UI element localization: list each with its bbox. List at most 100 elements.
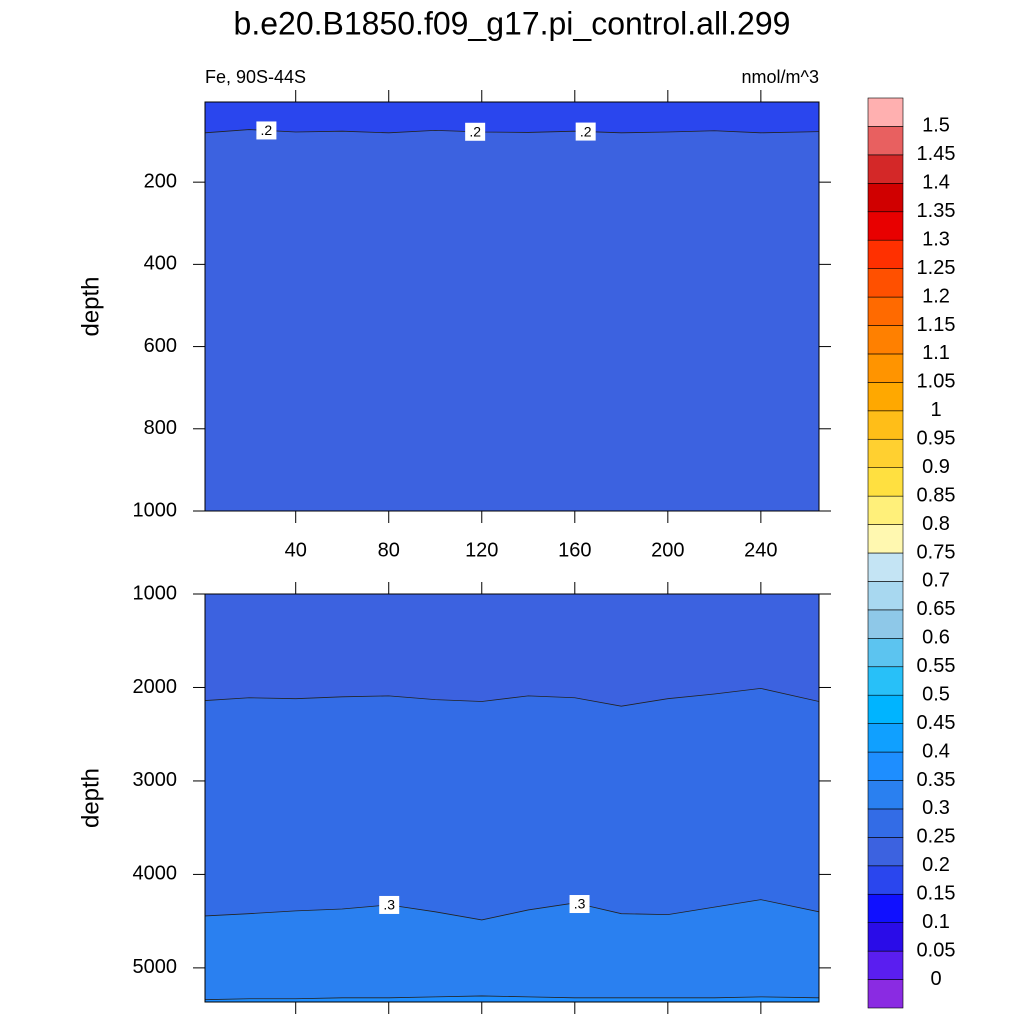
contour-label: .3 bbox=[383, 897, 395, 913]
y-tick-label: 1000 bbox=[133, 499, 178, 521]
colorbar-box bbox=[867, 268, 904, 298]
chart-title: b.e20.B1850.f09_g17.pi_control.all.299 bbox=[234, 5, 791, 41]
colorbar-label: 1.45 bbox=[917, 143, 956, 165]
y-tick-label: 3000 bbox=[133, 769, 178, 791]
x-tick-label: 200 bbox=[651, 539, 684, 561]
colorbar-label: 1 bbox=[930, 399, 941, 421]
colorbar-label: 0.6 bbox=[922, 627, 950, 649]
y-tick-label: 800 bbox=[144, 417, 177, 439]
colorbar-label: 0.65 bbox=[917, 598, 956, 620]
colorbar-label: 0.25 bbox=[917, 826, 956, 848]
y-tick-label: 600 bbox=[144, 335, 177, 357]
colorbar-label: 0.2 bbox=[922, 854, 950, 876]
contour-line bbox=[205, 688, 819, 707]
colorbar-label: 0.1 bbox=[922, 911, 950, 933]
contour-label-bg bbox=[569, 895, 590, 914]
colorbar-box bbox=[867, 154, 904, 184]
colorbar-box bbox=[867, 694, 904, 724]
colorbar-label: 0.5 bbox=[922, 683, 950, 705]
colorbar-box bbox=[867, 893, 904, 923]
colorbar-label: 0.3 bbox=[922, 797, 950, 819]
colorbar-box bbox=[867, 808, 904, 838]
colorbar-box bbox=[867, 780, 904, 810]
colorbar-box bbox=[867, 239, 904, 269]
colorbar-box bbox=[867, 837, 904, 867]
colorbar-box bbox=[867, 979, 904, 1009]
colorbar-label: 0.35 bbox=[917, 769, 956, 791]
subtitle-left: Fe, 90S-44S bbox=[205, 67, 306, 87]
colorbar-box bbox=[867, 183, 904, 213]
colorbar-label: 0.85 bbox=[917, 484, 956, 506]
contour-line bbox=[205, 995, 819, 1001]
plot-area: .2 .2 .2 bbox=[205, 102, 819, 511]
colorbar-label: 0.7 bbox=[922, 570, 950, 592]
colorbar-box bbox=[867, 638, 904, 668]
y-axis-title: depth bbox=[77, 768, 104, 828]
colorbar-label: 0.55 bbox=[917, 655, 956, 677]
contour-label: .2 bbox=[580, 123, 592, 139]
colorbar-box bbox=[867, 438, 904, 468]
colorbar-label: 1.35 bbox=[917, 200, 956, 222]
colorbar-box bbox=[867, 552, 904, 582]
colorbar-box bbox=[867, 353, 904, 383]
colorbar-label: 1.4 bbox=[922, 172, 950, 194]
colorbar-box bbox=[867, 211, 904, 241]
contour-label-bg bbox=[575, 122, 596, 141]
x-tick-label: 240 bbox=[744, 539, 777, 561]
colorbar-box bbox=[867, 922, 904, 952]
colorbar-box bbox=[867, 126, 904, 156]
contour-line bbox=[205, 899, 819, 921]
colorbar-box bbox=[867, 467, 904, 497]
colorbar-box bbox=[867, 751, 904, 781]
colorbar-box bbox=[867, 495, 904, 525]
colorbar-label: 0.15 bbox=[917, 883, 956, 905]
y-axis-title: depth bbox=[77, 276, 104, 336]
subtitle-right: nmol/m^3 bbox=[742, 67, 819, 87]
colorbar-label: 1.3 bbox=[922, 228, 950, 250]
colorbar-box bbox=[867, 410, 904, 440]
colorbar-label: 0.45 bbox=[917, 712, 956, 734]
contour-label-bg bbox=[465, 122, 486, 141]
colorbar-box bbox=[867, 296, 904, 326]
colorbar-box bbox=[867, 325, 904, 355]
colorbar-label: 0.95 bbox=[917, 428, 956, 450]
x-tick-label: 80 bbox=[378, 539, 400, 561]
y-tick-label: 400 bbox=[144, 253, 177, 275]
colorbar-label: 0.4 bbox=[922, 740, 950, 762]
y-tick-label: 5000 bbox=[133, 956, 178, 978]
contour-fill bbox=[205, 995, 819, 1002]
y-tick-label: 4000 bbox=[133, 863, 178, 885]
plot-frame bbox=[204, 593, 820, 1003]
colorbar-label: 0.8 bbox=[922, 513, 950, 535]
contour-label: .2 bbox=[261, 122, 273, 138]
colorbar-box bbox=[867, 865, 904, 895]
colorbar-label: 1.05 bbox=[917, 371, 956, 393]
plot-frame bbox=[204, 101, 820, 512]
colorbar-box bbox=[867, 581, 904, 611]
colorbar-label: 1.25 bbox=[917, 257, 956, 279]
colorbar-label: 0 bbox=[930, 968, 941, 990]
plot-area: .3 .3 bbox=[205, 594, 819, 1002]
contour-label: .2 bbox=[469, 123, 481, 139]
colorbar-label: 0.9 bbox=[922, 456, 950, 478]
colorbar-label: 1.5 bbox=[922, 115, 950, 137]
x-tick-label: 120 bbox=[465, 539, 498, 561]
contour-fill bbox=[205, 129, 819, 511]
x-tick-label: 160 bbox=[558, 539, 591, 561]
colorbar-box bbox=[867, 723, 904, 753]
colorbar-box bbox=[867, 97, 904, 127]
contour-label-bg bbox=[256, 121, 277, 140]
colorbar-box bbox=[867, 382, 904, 412]
colorbar-label: 1.15 bbox=[917, 314, 956, 336]
colorbar-box bbox=[867, 524, 904, 554]
y-tick-label: 2000 bbox=[133, 676, 178, 698]
y-tick-label: 1000 bbox=[133, 582, 178, 604]
y-tick-label: 200 bbox=[144, 170, 177, 192]
colorbar-label: 1.2 bbox=[922, 285, 950, 307]
x-tick-label: 40 bbox=[285, 539, 307, 561]
contour-line bbox=[205, 129, 819, 134]
colorbar-box bbox=[867, 609, 904, 639]
contour-label-bg bbox=[379, 895, 400, 914]
contour-fill bbox=[205, 899, 819, 1002]
